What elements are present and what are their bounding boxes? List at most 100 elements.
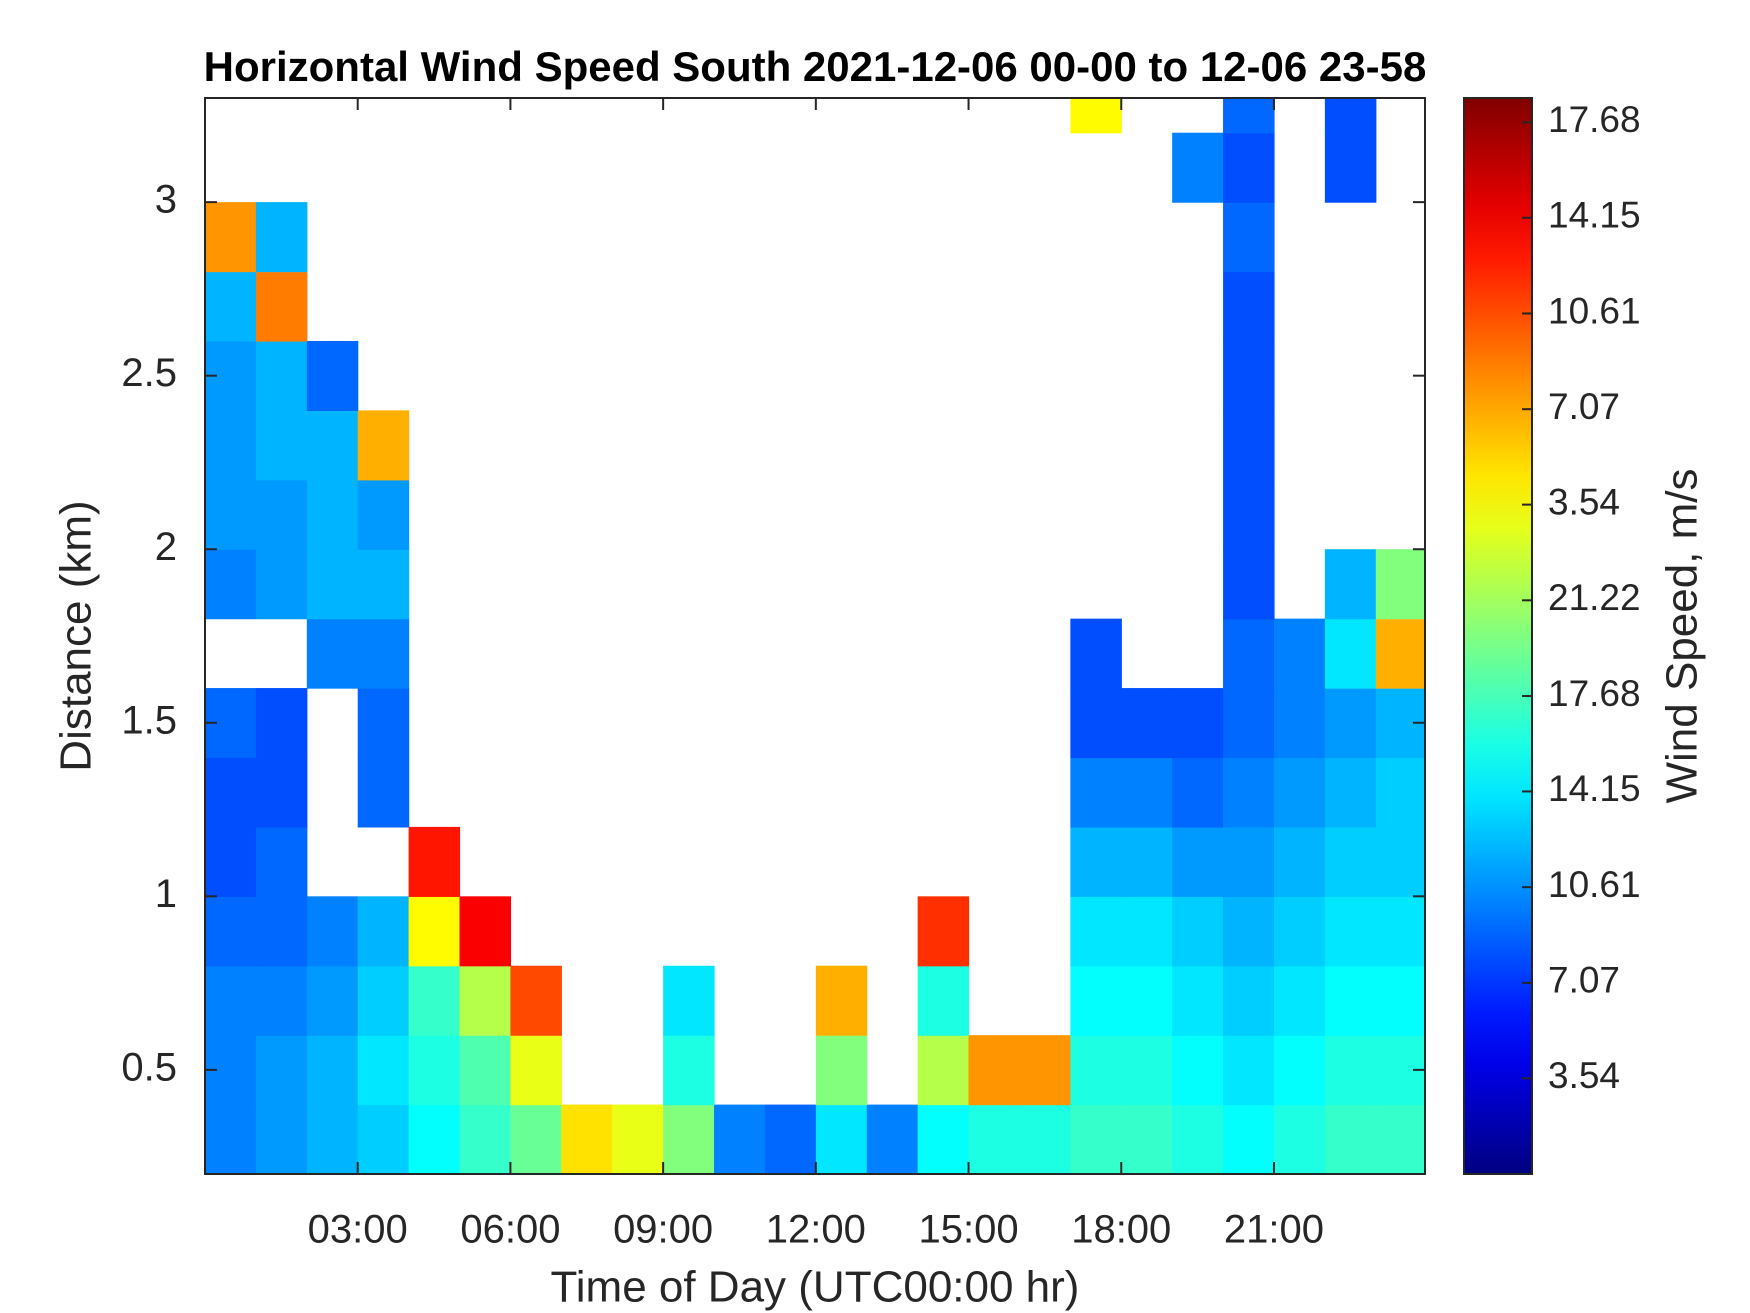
colorbar-tick-label: 10.61 [1548, 864, 1641, 905]
colorbar-tick-label: 14.15 [1548, 768, 1641, 809]
heat-cell [1172, 1035, 1224, 1106]
colorbar-tick-label: 7.07 [1548, 386, 1620, 427]
heat-cell [1324, 1104, 1377, 1175]
heat-cell [1375, 618, 1426, 689]
heat-cell [205, 1104, 257, 1175]
heat-cell [968, 1104, 1021, 1175]
chart-title: Horizontal Wind Speed South 2021-12-06 0… [204, 43, 1427, 90]
heat-cell [1121, 1035, 1173, 1106]
heat-cell [1070, 1104, 1122, 1175]
heat-cell [205, 202, 257, 273]
heat-cell [255, 965, 308, 1036]
heat-cell [1324, 98, 1377, 134]
heat-cell [255, 340, 308, 411]
heat-cell [1273, 618, 1326, 689]
heat-cell [1070, 826, 1122, 897]
heat-cell [1223, 757, 1275, 828]
heat-cell [357, 896, 410, 967]
heat-cell [1172, 826, 1224, 897]
heat-cell [917, 1104, 970, 1175]
heat-cell [1172, 965, 1224, 1036]
heat-cell [459, 896, 512, 967]
heat-cell [1121, 1104, 1173, 1175]
heat-cell [917, 1035, 970, 1106]
heat-cell [255, 202, 308, 273]
heat-cell [815, 965, 868, 1036]
heat-cell [357, 618, 410, 689]
heat-cell [1172, 757, 1224, 828]
heat-cell [1324, 1035, 1377, 1106]
heat-cell [917, 965, 970, 1036]
heat-cell [1324, 132, 1377, 203]
heat-cell [1172, 688, 1224, 759]
heat-cell [459, 1035, 512, 1106]
heat-cell [1019, 1104, 1071, 1175]
colorbar-tick-label: 17.68 [1548, 673, 1641, 714]
heat-cell [1223, 479, 1275, 550]
heat-cell [357, 549, 410, 620]
heat-cell [1223, 1035, 1275, 1106]
heat-cell [1223, 896, 1275, 967]
heat-cell [255, 1104, 308, 1175]
heat-cell [1223, 965, 1275, 1036]
colorbar-label: Wind Speed, m/s [1658, 468, 1707, 803]
heat-cell [1324, 965, 1377, 1036]
heat-cell [255, 479, 308, 550]
heat-cell [1375, 549, 1426, 620]
heat-cell [357, 1104, 410, 1175]
heat-cell [255, 271, 308, 342]
heat-cell [205, 410, 257, 481]
colorbar-tick-label: 3.54 [1548, 1055, 1620, 1096]
heat-cell [357, 688, 410, 759]
y-tick-label: 1 [155, 872, 177, 916]
heat-cell [306, 549, 359, 620]
heat-cell [255, 410, 308, 481]
colorbar [1464, 98, 1532, 1174]
heat-cell [306, 618, 359, 689]
y-tick-label: 0.5 [121, 1045, 177, 1089]
heat-cell [205, 757, 257, 828]
x-tick-label: 06:00 [460, 1208, 560, 1252]
x-tick-label: 18:00 [1071, 1208, 1171, 1252]
heat-cell [1070, 757, 1122, 828]
heat-cell [306, 1035, 359, 1106]
heat-cell [408, 896, 461, 967]
heat-cell [1121, 896, 1173, 967]
heat-cell [408, 826, 461, 897]
heat-cell [1070, 896, 1122, 967]
colorbar-tick-label: 7.07 [1548, 960, 1620, 1001]
heat-cell [1070, 98, 1122, 134]
heat-cell [205, 965, 257, 1036]
heat-cell [1375, 757, 1426, 828]
x-tick-label: 03:00 [308, 1208, 408, 1252]
heat-cell [1121, 688, 1173, 759]
heat-cell [1070, 688, 1122, 759]
heat-cell [1375, 1104, 1426, 1175]
heat-cell [1324, 618, 1377, 689]
colorbar-tick-label: 21.22 [1548, 577, 1641, 618]
heat-cell [612, 1104, 664, 1175]
heat-cell [1121, 826, 1173, 897]
heat-cell [1273, 1035, 1326, 1106]
heat-cell [510, 1035, 562, 1106]
heat-cell [255, 826, 308, 897]
heat-cell [1121, 757, 1173, 828]
x-tick-label: 21:00 [1224, 1208, 1324, 1252]
heat-cell [357, 1035, 410, 1106]
heat-cell [510, 1104, 562, 1175]
heat-cell [357, 757, 410, 828]
x-tick-label: 15:00 [918, 1208, 1018, 1252]
heat-cell [1273, 688, 1326, 759]
heat-cell [510, 965, 562, 1036]
colorbar-tick-label: 10.61 [1548, 290, 1641, 331]
heat-cell [459, 1104, 512, 1175]
heat-cell [1172, 132, 1224, 203]
y-axis-label: Distance (km) [52, 500, 101, 771]
heat-cell [1273, 1104, 1326, 1175]
colorbar-tick-label: 17.68 [1548, 99, 1641, 140]
heat-cell [357, 410, 410, 481]
heat-cell [714, 1104, 766, 1175]
heat-cell [1324, 896, 1377, 967]
heat-cell [1223, 618, 1275, 689]
heat-cell [917, 896, 970, 967]
